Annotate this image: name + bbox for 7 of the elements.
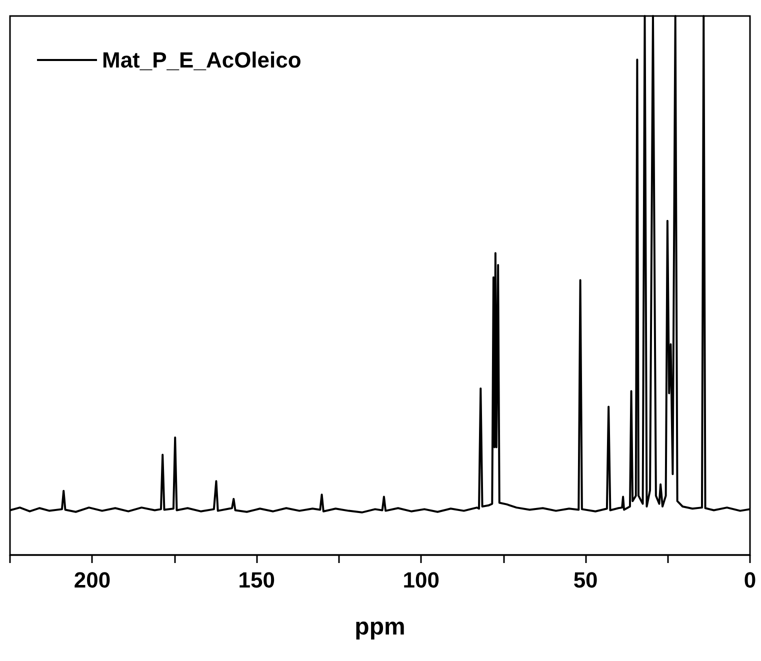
x-tick-label: 150 <box>238 568 276 592</box>
x-tick-label: 200 <box>74 568 111 592</box>
x-axis-title: ppm <box>354 614 406 640</box>
x-tick-label: 100 <box>402 568 440 592</box>
legend-label: Mat_P_E_AcOleico <box>102 48 302 72</box>
x-tick-label: 0 <box>744 568 756 592</box>
x-tick-label: 50 <box>573 568 598 592</box>
